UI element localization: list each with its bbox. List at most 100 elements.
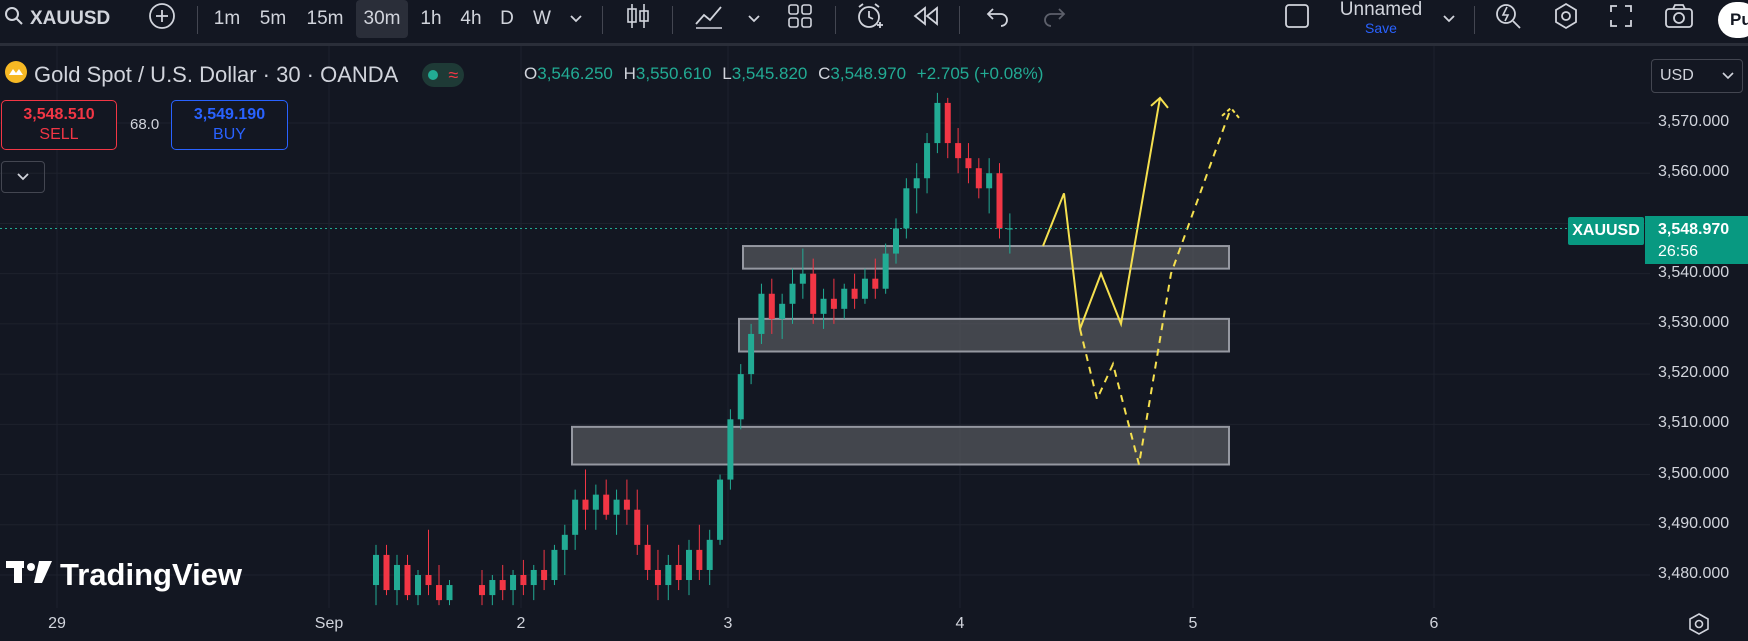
close-label: C [818,64,831,83]
lightning-search-icon [1494,2,1522,36]
templates-button[interactable] [785,0,815,38]
layout-name-button[interactable]: Unnamed Save [1330,0,1432,38]
layout-select-button[interactable] [1282,0,1312,38]
timeframe-label: 1m [213,8,241,29]
tradingview-watermark[interactable]: TradingView [6,557,242,593]
candle-body [520,575,527,586]
time-axis-label: 3 [723,615,733,632]
timeframe-1h[interactable]: 1h [416,0,446,38]
undo-button[interactable] [983,0,1013,38]
timeframe-w[interactable]: W [530,0,554,38]
candle-body [944,102,951,144]
price-axis-label: 3,480.000 [1658,565,1730,582]
replay-button[interactable] [911,0,941,38]
axis-settings-button[interactable] [1687,612,1711,641]
timeframe-30m[interactable]: 30m [356,0,408,38]
camera-icon [1664,3,1694,35]
alert-button[interactable] [853,0,887,38]
publish-label: Pu [1730,10,1748,29]
candle-body [706,539,713,570]
candle-body [748,333,755,375]
candle-body [924,143,931,179]
change-value: +2.705 (+0.08%) [916,64,1044,83]
candle-body [758,293,765,334]
candle-body [779,303,786,319]
layout-menu-button[interactable] [1438,0,1460,38]
projection-path-dashed [1079,107,1232,465]
top-toolbar: XAUUSD 1m 5m 15m 30m 1h 4h D W [0,0,1748,46]
candlestick-series [373,92,1013,606]
market-status-badge[interactable]: ≈ [422,63,465,87]
candle-body [696,549,703,570]
timeframe-15m[interactable]: 15m [302,0,348,38]
save-label: Save [1365,20,1397,36]
plus-circle-icon [148,2,176,36]
fullscreen-button[interactable] [1606,0,1636,38]
timeframe-menu-button[interactable] [565,0,587,38]
candle-body [644,544,651,570]
search-icon [4,6,24,32]
timeframe-5m[interactable]: 5m [254,0,292,38]
candle-body [623,499,630,510]
candle-body [1006,228,1013,230]
layout-name: Unnamed [1339,0,1423,20]
publish-button[interactable]: Pu [1718,2,1748,38]
collapse-legend-button[interactable] [1,161,45,193]
candle-body [986,173,993,189]
toolbar-divider [1474,6,1475,34]
timeframe-4h[interactable]: 4h [456,0,486,38]
toolbar-divider [197,6,198,34]
arrow-head [1221,106,1240,119]
candle-body [893,228,899,254]
time-axis-label: 2 [516,615,526,632]
symbol-title: Gold Spot / U.S. Dollar · 30 · OANDA [34,62,399,87]
chart-type-button[interactable] [623,0,653,38]
redo-button[interactable] [1039,0,1069,38]
candle-body [654,569,661,586]
data-wave-icon: ≈ [448,64,459,85]
candle-body [955,143,962,159]
symbol-legend[interactable]: Gold Spot / U.S. Dollar · 30 · OANDA ≈ [4,60,465,90]
low-value: 3,545.820 [731,64,808,83]
tradingview-logo-icon [6,557,52,593]
time-axis[interactable] [0,608,1650,637]
rewind-icon [912,5,940,33]
candle-body [572,499,579,535]
buy-label: BUY [213,126,246,143]
candles-icon [625,2,651,36]
projection-path-solid [1042,97,1161,330]
close-value: 3,548.970 [830,64,907,83]
indicators-button[interactable] [692,0,726,38]
snapshot-button[interactable] [1662,0,1696,38]
price-axis-label: 3,530.000 [1658,313,1730,331]
candle-body [592,494,599,510]
quick-search-button[interactable] [1492,0,1524,38]
candle-body [872,278,879,289]
candle-body [841,288,848,309]
watermark-text: TradingView [60,557,243,592]
symbol-label: XAUUSD [30,8,111,29]
high-value: 3,550.610 [635,64,712,83]
timeframe-1m[interactable]: 1m [208,0,246,38]
candle-body [446,585,453,601]
currency-select[interactable]: USD [1651,59,1743,93]
candle-body [582,499,589,510]
timeframe-d[interactable]: D [496,0,518,38]
candle-body [383,554,390,591]
settings-button[interactable] [1550,0,1582,38]
sell-button[interactable]: 3,548.510 SELL [1,100,117,150]
symbol-search[interactable]: XAUUSD [0,0,128,38]
candle-body [975,168,982,189]
candle-body [913,178,920,189]
currency-label: USD [1660,67,1694,84]
buy-button[interactable]: 3,549.190 BUY [171,100,288,150]
price-axis-label: 3,500.000 [1658,464,1730,482]
candle-body [861,278,868,299]
chevron-down-icon [747,8,761,30]
candle-body [394,564,400,591]
candle-body [882,253,889,289]
indicators-menu-button[interactable] [744,0,764,38]
price-zone [738,317,1230,353]
compare-add-button[interactable] [145,0,179,38]
price-axis[interactable] [1650,46,1748,637]
